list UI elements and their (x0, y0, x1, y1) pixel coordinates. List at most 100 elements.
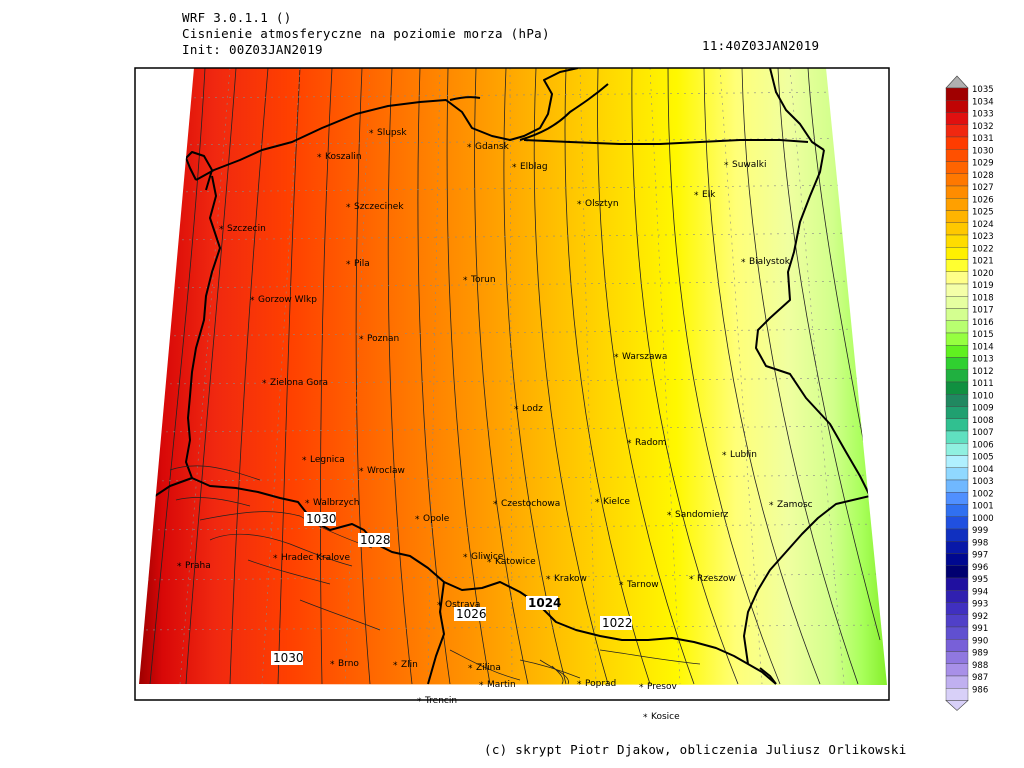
city-marker: * Praha (177, 561, 211, 572)
city-marker: * Wroclaw (359, 466, 405, 477)
legend-level-label: 988 (972, 661, 988, 671)
pl-cz-border (191, 477, 777, 685)
legend-level-label: 1027 (972, 183, 994, 193)
legend-swatch (945, 626, 969, 640)
city-name: Wroclaw (367, 466, 405, 476)
legend-level-label: 992 (972, 612, 988, 622)
city-name: Kosice (651, 712, 680, 722)
city-star-icon: * (346, 260, 351, 270)
city-star-icon: * (393, 661, 398, 671)
legend-level-label: 1015 (972, 330, 994, 340)
legend-swatch (945, 663, 969, 677)
city-marker: * Lublin (722, 450, 757, 461)
legend-level-label: 1018 (972, 293, 994, 303)
city-name: Szczecinek (354, 202, 404, 212)
pressure-field (139, 68, 887, 685)
legend-swatch (945, 247, 969, 260)
city-marker: * Tarnow (619, 580, 659, 591)
city-marker: * Legnica (302, 455, 345, 466)
legend-level-label: 1028 (972, 171, 994, 181)
legend-swatch (945, 675, 969, 689)
svg-text:1026: 1026 (456, 607, 487, 621)
isobars (149, 68, 887, 685)
city-name: Martin (487, 680, 516, 690)
city-name: Gorzow Wlkp (258, 295, 317, 305)
city-marker: * Katowice (487, 557, 536, 568)
legend-level-label: 995 (972, 575, 988, 585)
field-title: Cisnienie atmosferyczne na poziomie morz… (182, 26, 550, 41)
city-name: Elblag (520, 162, 548, 172)
borders-coastline (139, 68, 871, 685)
city-name: Szczecin (227, 224, 266, 234)
city-star-icon: * (643, 713, 648, 723)
pl-by-border (755, 149, 871, 497)
city-star-icon: * (595, 498, 600, 508)
city-name: Poprad (585, 679, 616, 689)
city-marker: * Pila (346, 259, 370, 270)
city-marker: * Czestochowa (493, 499, 560, 510)
legend-swatch (945, 565, 969, 579)
city-name: Zlin (401, 660, 418, 670)
legend-level-label: 1034 (972, 97, 994, 107)
svg-text:1030: 1030 (306, 512, 337, 526)
legend-level-label: 998 (972, 538, 988, 548)
legend-level-label: 1006 (972, 440, 994, 450)
legend-level-label: 1004 (972, 465, 994, 475)
terrain-contours (169, 465, 701, 681)
city-name: Olsztyn (585, 199, 619, 209)
legend-level-label: 1007 (972, 428, 994, 438)
city-name: Kielce (603, 497, 630, 507)
city-marker: * Lodz (514, 404, 543, 415)
city-marker: * Szczecinek (346, 202, 404, 213)
city-name: Elk (702, 190, 716, 200)
city-star-icon: * (317, 153, 322, 163)
city-name: Poznan (367, 334, 399, 344)
city-name: Zilina (476, 663, 501, 673)
city-star-icon: * (463, 276, 468, 286)
city-name: Ostrava (445, 600, 480, 610)
city-star-icon: * (273, 554, 278, 564)
legend-swatch (945, 320, 969, 334)
legend-swatch (945, 210, 969, 223)
city-name: Tarnow (626, 580, 659, 590)
city-star-icon: * (619, 581, 624, 591)
isobar-label: 1026 (454, 607, 487, 621)
legend-swatch (945, 185, 969, 199)
legend-swatch (945, 504, 969, 517)
baltic-coastline (195, 68, 579, 181)
legend-level-label: 1020 (972, 269, 994, 279)
legend-swatch (945, 369, 969, 383)
legend-level-label: 990 (972, 636, 988, 646)
vistula-lagoon (519, 83, 609, 141)
legend-swatch (945, 394, 969, 407)
legend-swatch (945, 418, 969, 432)
city-star-icon: * (177, 562, 182, 572)
pl-ua-border (743, 495, 871, 665)
city-marker: * Walbrzych (305, 498, 359, 509)
legend-swatch (945, 614, 969, 628)
city-name: Zielona Gora (270, 378, 328, 388)
city-marker: * Zielona Gora (262, 378, 328, 389)
city-marker: * Suwalki (724, 160, 767, 171)
city-marker: * Elk (694, 190, 716, 201)
city-name: Bialystok (749, 257, 791, 267)
legend-level-label: 987 (972, 673, 988, 683)
city-star-icon: * (769, 501, 774, 511)
city-name: Hradec Kralove (281, 553, 350, 563)
city-name: Torun (470, 275, 496, 285)
city-star-icon: * (514, 405, 519, 415)
city-marker: * Szczecin (219, 224, 266, 235)
legend-level-label: 1017 (972, 306, 994, 316)
legend-swatch (945, 332, 969, 346)
legend-swatch (945, 357, 969, 370)
legend-swatch (945, 541, 969, 554)
legend-swatch (945, 271, 969, 285)
legend-swatch (945, 136, 969, 150)
city-name: Rzeszow (697, 574, 736, 584)
city-star-icon: * (346, 203, 351, 213)
city-star-icon: * (741, 258, 746, 268)
city-marker: * Zlin (393, 660, 418, 671)
city-star-icon: * (724, 161, 729, 171)
lithuania-border (769, 68, 825, 151)
legend-swatch (945, 651, 969, 664)
